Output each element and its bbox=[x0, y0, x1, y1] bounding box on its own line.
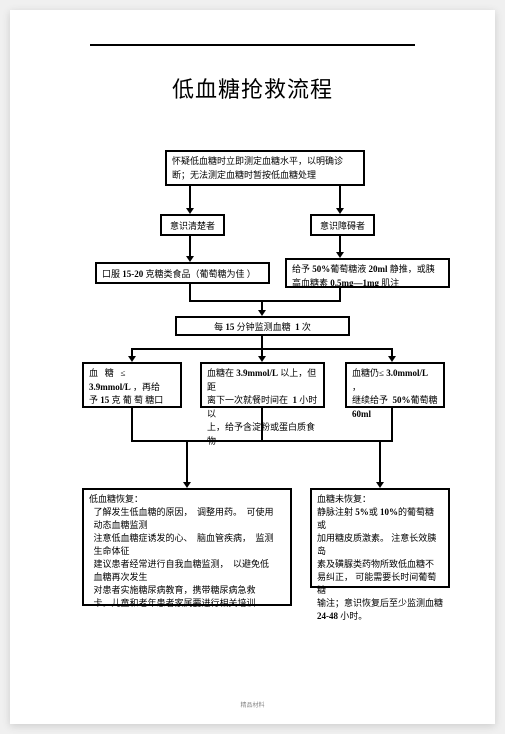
document-page: 低血糖抢救流程 怀疑低血糖时立即测定血糖水平，以明确诊断；无法测定血糖时暂按低血… bbox=[10, 10, 495, 724]
edge bbox=[186, 440, 188, 482]
edge bbox=[391, 348, 393, 356]
node-recovered: 低血糖恢复： 了解发生低血糖的原因， 调整用药。 可使用 动态血糖监测 注意低血… bbox=[82, 488, 292, 606]
edge bbox=[339, 186, 341, 208]
edge bbox=[339, 236, 341, 252]
node-text: 怀疑低血糖时立即测定血糖水平，以明确诊断；无法测定血糖时暂按低血糖处理 bbox=[172, 156, 343, 180]
edge bbox=[261, 300, 263, 310]
node-text: 意识障碍者 bbox=[320, 221, 365, 231]
node-text: 意识清楚者 bbox=[170, 221, 215, 231]
node-not-recovered: 血糖未恢复： 静脉注射 5%或 10%的葡萄糖或 加用糖皮质激素。 注意长效胰岛… bbox=[310, 488, 450, 588]
edge bbox=[261, 408, 263, 440]
header-rule bbox=[90, 44, 415, 46]
node-iv-glucose: 给予 50%葡萄糖液 20ml 静推，或胰高血糖素 0.5mg—1mg 肌注 bbox=[285, 258, 450, 288]
edge bbox=[189, 186, 191, 208]
edge bbox=[131, 408, 133, 440]
doc-title: 低血糖抢救流程 bbox=[10, 72, 495, 104]
edge bbox=[189, 236, 191, 256]
node-glucose-low: 血 糖 ≤3.9mmol/L ，再给予 15 克 葡 萄 糖口 bbox=[82, 362, 182, 408]
edge bbox=[391, 408, 393, 440]
edge bbox=[261, 348, 263, 356]
node-glucose-mid: 血糖在 3.9mmol/L 以上，但距离下一次就餐时间在 1 小时以上，给予含淀… bbox=[200, 362, 325, 408]
node-impaired: 意识障碍者 bbox=[310, 214, 375, 236]
node-conscious: 意识清楚者 bbox=[160, 214, 225, 236]
node-glucose-verylow: 血糖仍≤ 3.0mmol/L ，继续给予 50%葡萄糖60ml bbox=[345, 362, 445, 408]
edge bbox=[131, 348, 133, 356]
edge bbox=[189, 300, 341, 302]
edge bbox=[379, 440, 381, 482]
node-start: 怀疑低血糖时立即测定血糖水平，以明确诊断；无法测定血糖时暂按低血糖处理 bbox=[165, 150, 365, 186]
edge bbox=[131, 440, 393, 442]
footer-label: 精品材料 bbox=[10, 700, 495, 709]
flowchart-container: 怀疑低血糖时立即测定血糖水平，以明确诊断；无法测定血糖时暂按低血糖处理 意识清楚… bbox=[70, 130, 435, 674]
node-oral-sugar: 口服 15-20 克糖类食品（葡萄糖为佳 ） bbox=[95, 262, 270, 284]
node-monitor-15min: 每 15 分钟监测血糖 1 次 bbox=[175, 316, 350, 336]
edge bbox=[261, 336, 263, 348]
